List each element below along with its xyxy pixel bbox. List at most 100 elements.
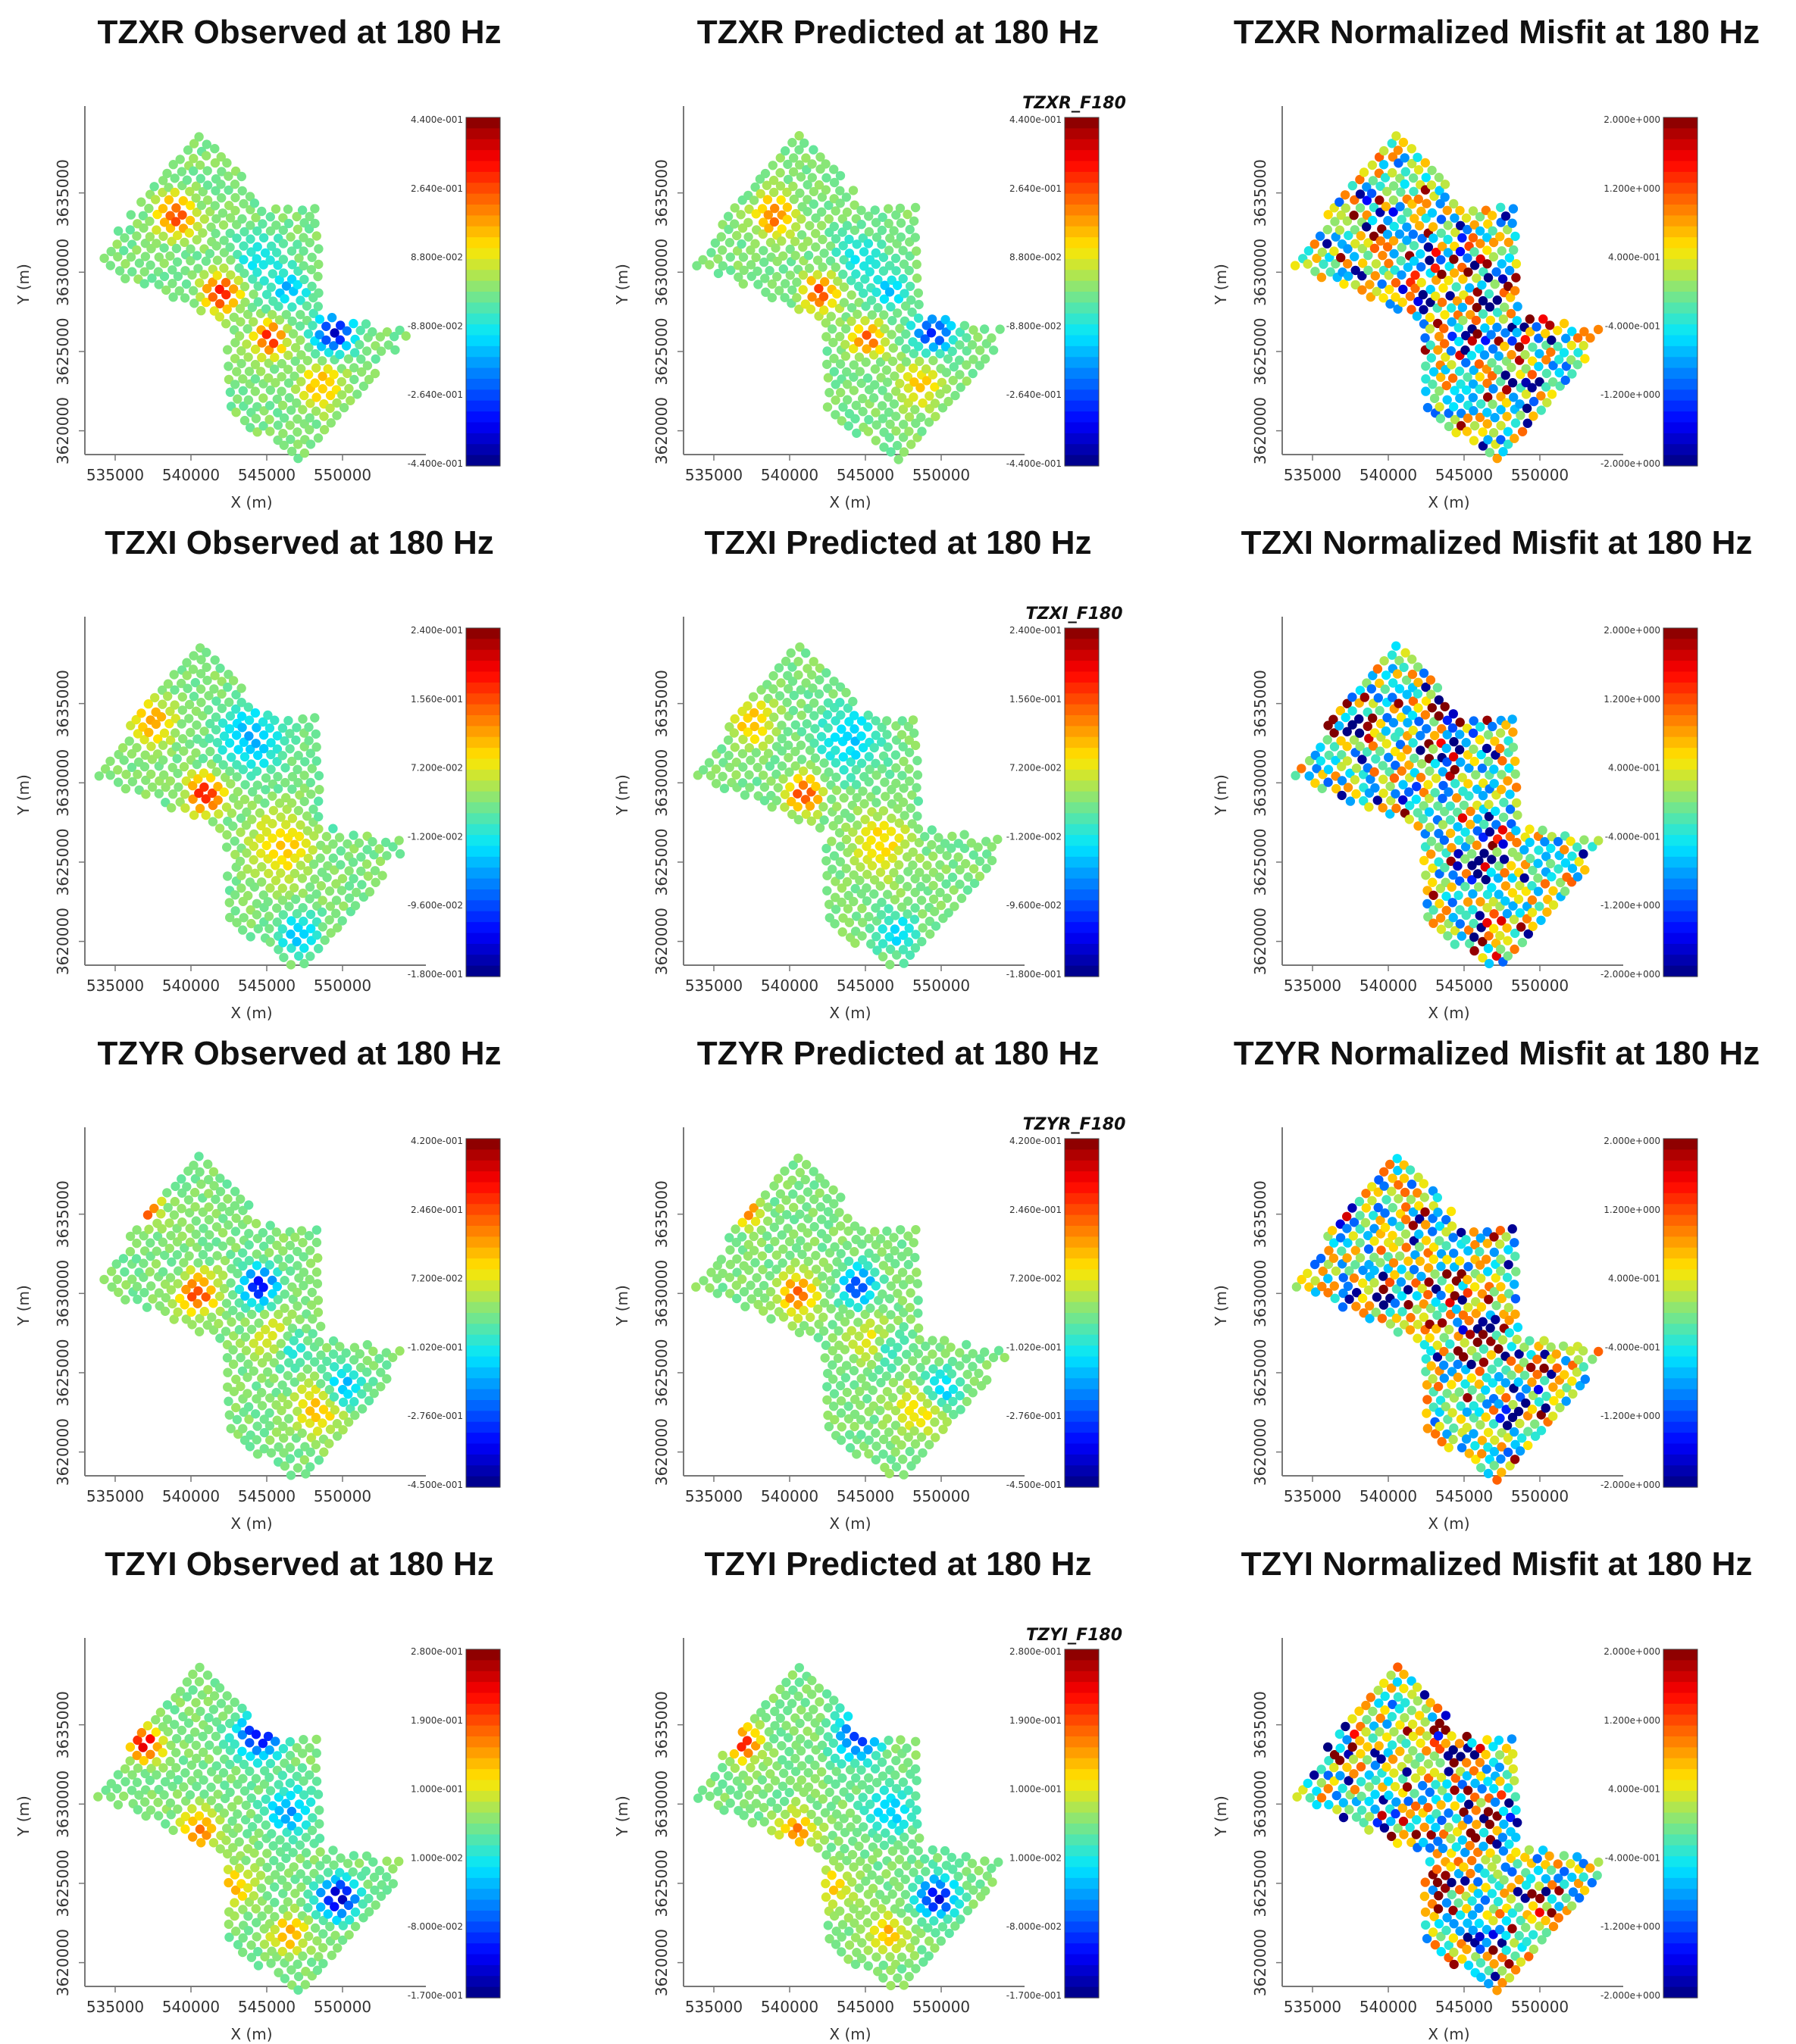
data-point — [1578, 1345, 1588, 1356]
data-point — [1350, 775, 1360, 785]
y-axis-label: Y (m) — [14, 1285, 33, 1327]
data-point — [843, 1214, 853, 1224]
data-point — [787, 662, 797, 672]
data-point — [285, 1240, 295, 1251]
data-point — [850, 200, 859, 210]
data-point — [179, 746, 189, 756]
data-point — [364, 374, 374, 385]
data-point — [165, 735, 176, 745]
data-point — [283, 861, 293, 870]
data-point — [871, 903, 881, 913]
data-point — [751, 209, 761, 219]
data-point — [362, 1339, 372, 1350]
colorbar-segment — [1663, 1214, 1697, 1227]
data-point — [928, 1364, 938, 1374]
data-point — [737, 239, 746, 249]
data-point — [1525, 854, 1535, 864]
colorbar-segment — [1663, 1139, 1697, 1150]
data-point — [1391, 278, 1401, 288]
data-point — [862, 896, 872, 906]
data-point — [891, 763, 901, 773]
data-point — [1515, 908, 1525, 918]
data-point — [839, 1276, 849, 1286]
data-point — [769, 699, 779, 708]
data-point — [774, 1215, 785, 1225]
data-point — [180, 1300, 189, 1310]
data-point — [279, 1433, 289, 1443]
data-point — [120, 1777, 130, 1786]
data-point — [1525, 327, 1535, 337]
data-point — [230, 192, 240, 203]
data-point — [809, 657, 818, 667]
data-point — [787, 1307, 796, 1317]
data-point — [1475, 254, 1485, 264]
data-point — [158, 755, 168, 765]
data-point — [268, 833, 277, 843]
data-point — [942, 1391, 952, 1401]
data-point — [1477, 280, 1487, 290]
colorbar-segment — [466, 661, 500, 673]
data-point — [178, 734, 188, 744]
data-point — [1533, 1385, 1544, 1395]
data-point — [139, 761, 150, 772]
data-point — [930, 398, 940, 408]
data-point — [1447, 373, 1458, 383]
data-point — [119, 755, 129, 765]
data-point — [903, 1231, 913, 1241]
data-point — [1462, 427, 1472, 436]
data-point — [140, 750, 150, 760]
data-point — [152, 1246, 161, 1256]
data-point — [808, 1208, 818, 1217]
data-point — [127, 1274, 137, 1284]
data-point — [239, 282, 250, 292]
data-point — [821, 332, 831, 342]
data-point — [201, 794, 211, 804]
data-point — [283, 716, 293, 726]
data-point — [364, 1395, 374, 1406]
data-point — [1445, 828, 1456, 839]
data-point — [236, 171, 246, 182]
data-point — [186, 1760, 197, 1771]
data-point — [213, 1278, 223, 1288]
data-point — [305, 1406, 315, 1416]
colorbar-segment — [466, 1421, 500, 1433]
data-point — [310, 204, 320, 214]
data-point — [897, 716, 907, 726]
data-point — [1372, 664, 1383, 674]
data-point — [383, 340, 393, 350]
data-point — [822, 346, 832, 356]
data-point — [850, 1409, 860, 1419]
data-point — [1469, 756, 1479, 767]
data-point — [897, 770, 907, 780]
data-point — [248, 787, 258, 797]
data-point — [1421, 870, 1431, 880]
data-point — [277, 386, 286, 396]
data-point — [809, 1236, 820, 1246]
data-point — [884, 1401, 893, 1411]
data-point — [1437, 1318, 1447, 1328]
data-point — [845, 1442, 856, 1453]
data-point — [1469, 945, 1479, 956]
data-point — [1399, 1160, 1409, 1170]
data-point — [908, 1329, 918, 1339]
data-point — [843, 395, 853, 405]
data-point — [909, 363, 918, 373]
data-point — [879, 820, 889, 830]
data-point — [1522, 418, 1532, 428]
data-point — [247, 1298, 257, 1308]
data-point — [1341, 203, 1350, 213]
data-point — [1434, 332, 1444, 342]
data-point — [1505, 789, 1515, 799]
scatter-plot: 535000 540000 545000 5500003620000362500036… — [613, 605, 1123, 1021]
data-point — [1494, 1358, 1503, 1367]
data-point — [835, 698, 845, 708]
data-point — [1547, 872, 1557, 882]
data-point — [857, 903, 867, 914]
data-point — [1416, 759, 1427, 769]
data-point — [716, 232, 726, 242]
data-point — [763, 749, 774, 758]
data-point — [925, 391, 934, 401]
data-point — [1463, 413, 1473, 423]
data-point — [764, 1258, 774, 1269]
data-point — [303, 866, 313, 876]
